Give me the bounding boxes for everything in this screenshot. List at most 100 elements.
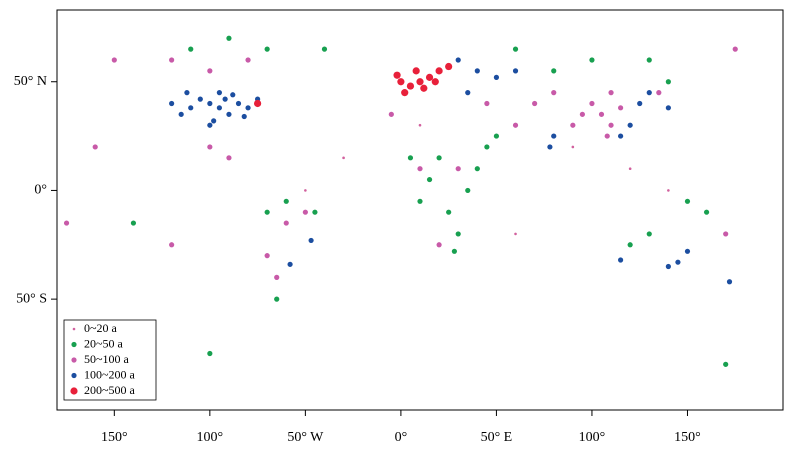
station-point bbox=[618, 133, 624, 139]
station-point bbox=[92, 144, 98, 150]
station-point bbox=[551, 90, 557, 96]
legend-marker bbox=[71, 341, 77, 348]
station-point bbox=[627, 122, 633, 128]
station-point bbox=[426, 176, 433, 183]
legend-marker bbox=[71, 372, 77, 379]
station-point bbox=[420, 84, 428, 92]
station-point bbox=[547, 144, 553, 150]
station-point bbox=[703, 209, 710, 215]
legend-marker bbox=[71, 357, 77, 363]
station-point bbox=[274, 274, 280, 280]
station-point bbox=[417, 198, 423, 204]
station-point bbox=[455, 166, 461, 172]
station-point bbox=[412, 67, 420, 75]
station-point bbox=[254, 99, 262, 108]
x-tick-label: 100° bbox=[197, 430, 224, 445]
station-point bbox=[665, 79, 671, 85]
station-point bbox=[230, 92, 236, 98]
station-point bbox=[465, 90, 471, 96]
station-point bbox=[283, 220, 289, 226]
station-point bbox=[418, 123, 422, 127]
station-point bbox=[178, 111, 184, 117]
station-point bbox=[675, 259, 681, 265]
station-point bbox=[667, 189, 670, 192]
station-point bbox=[388, 111, 394, 117]
x-tick-label: 150° bbox=[101, 430, 128, 445]
station-point bbox=[598, 111, 605, 117]
station-point bbox=[188, 105, 194, 111]
station-point bbox=[451, 248, 457, 254]
station-point bbox=[493, 133, 500, 139]
station-point bbox=[169, 57, 175, 63]
station-point bbox=[169, 242, 175, 248]
station-point bbox=[226, 35, 232, 41]
x-tick-label: 50° W bbox=[287, 430, 324, 445]
y-tick-label: 50° N bbox=[14, 74, 47, 89]
legend-marker bbox=[70, 387, 78, 395]
station-point bbox=[512, 68, 519, 74]
station-point bbox=[226, 111, 232, 117]
station-point bbox=[226, 155, 232, 161]
legend-label: 100~200 a bbox=[84, 367, 135, 381]
station-point bbox=[264, 209, 270, 215]
station-point bbox=[445, 62, 453, 71]
station-point bbox=[283, 198, 289, 204]
station-point bbox=[401, 89, 409, 97]
station-point bbox=[484, 144, 490, 150]
station-point bbox=[207, 122, 213, 128]
station-point bbox=[604, 133, 610, 139]
station-point bbox=[608, 122, 614, 128]
station-point bbox=[184, 90, 190, 96]
legend-label: 50~100 a bbox=[84, 352, 129, 366]
station-group bbox=[63, 46, 738, 280]
station-point bbox=[304, 189, 307, 192]
station-point bbox=[628, 167, 632, 170]
station-point bbox=[169, 100, 175, 107]
station-group bbox=[169, 57, 733, 285]
station-point bbox=[207, 350, 213, 357]
station-point bbox=[245, 105, 251, 111]
legend-label: 0~20 a bbox=[84, 321, 117, 335]
station-point bbox=[512, 46, 519, 52]
station-point bbox=[637, 100, 643, 107]
station-point bbox=[571, 145, 575, 149]
station-point bbox=[406, 82, 415, 90]
station-point bbox=[579, 111, 585, 117]
station-point bbox=[474, 166, 480, 172]
y-tick-label: 0° bbox=[34, 183, 47, 198]
station-point bbox=[397, 78, 405, 86]
station-point bbox=[455, 231, 461, 237]
legend-label: 20~50 a bbox=[84, 336, 123, 350]
station-point bbox=[342, 156, 345, 160]
station-point bbox=[274, 296, 280, 302]
station-point bbox=[264, 253, 270, 259]
station-point bbox=[723, 361, 729, 367]
station-point bbox=[646, 90, 652, 96]
station-point bbox=[732, 46, 738, 52]
station-point bbox=[726, 279, 733, 285]
station-group bbox=[304, 123, 670, 236]
station-point bbox=[416, 78, 424, 86]
x-tick-label: 0° bbox=[395, 430, 408, 445]
station-point bbox=[436, 242, 442, 248]
station-point bbox=[465, 187, 471, 194]
station-point bbox=[207, 100, 213, 107]
station-point bbox=[446, 209, 452, 215]
plot-frame bbox=[56, 9, 784, 411]
station-point bbox=[222, 96, 228, 102]
station-point bbox=[287, 261, 293, 267]
station-point bbox=[474, 68, 480, 74]
station-point bbox=[512, 122, 519, 128]
station-point bbox=[514, 232, 517, 236]
station-point bbox=[308, 237, 314, 244]
station-point bbox=[646, 231, 652, 237]
station-point bbox=[646, 57, 652, 63]
station-point bbox=[431, 78, 439, 86]
station-point bbox=[484, 100, 490, 107]
station-point bbox=[425, 73, 434, 81]
station-point bbox=[435, 67, 443, 75]
station-point bbox=[312, 209, 318, 215]
station-point bbox=[417, 166, 423, 172]
station-point bbox=[656, 90, 662, 96]
